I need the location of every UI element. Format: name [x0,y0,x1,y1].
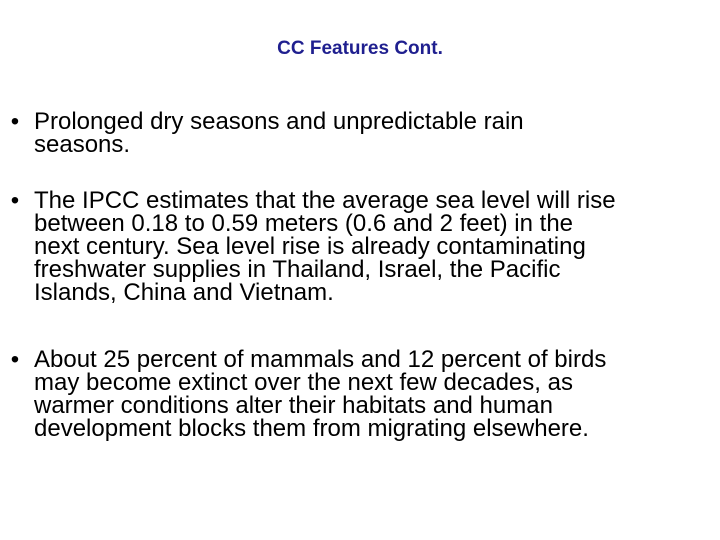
bullet-list: • Prolonged dry seasons and unpredictabl… [6,108,714,442]
slide-title: CC Features Cont. [277,38,443,59]
bullet-text-line: warmer conditions alter their habitats a… [34,392,553,419]
bullet-text-line: may become extinct over the next few dec… [34,369,573,396]
bullet-marker: • [10,187,20,214]
bullet-marker: • [10,346,20,373]
bullet-text-line: between 0.18 to 0.59 meters (0.6 and 2 f… [34,210,574,237]
bullet-item: • Prolonged dry seasons and unpredictabl… [6,108,714,158]
bullet-item: • About 25 percent of mammals and 12 per… [6,346,714,442]
bullet-text-line: freshwater supplies in Thailand, Israel,… [34,256,561,283]
bullet-text-line: Islands, China and Vietnam. [34,279,334,306]
bullet-text-line: development blocks them from migrating e… [34,415,589,442]
bullet-text-line: seasons. [34,131,131,158]
bullet-item: • The IPCC estimates that the average se… [6,187,714,306]
bullet-text-line: About 25 percent of mammals and 12 perce… [34,346,607,373]
bullet-text-line: The IPCC estimates that the average sea … [34,187,616,214]
bullet-text-line: next century. Sea level rise is already … [34,233,586,260]
bullet-marker: • [10,108,20,135]
bullet-text-line: Prolonged dry seasons and unpredictable … [34,108,524,135]
